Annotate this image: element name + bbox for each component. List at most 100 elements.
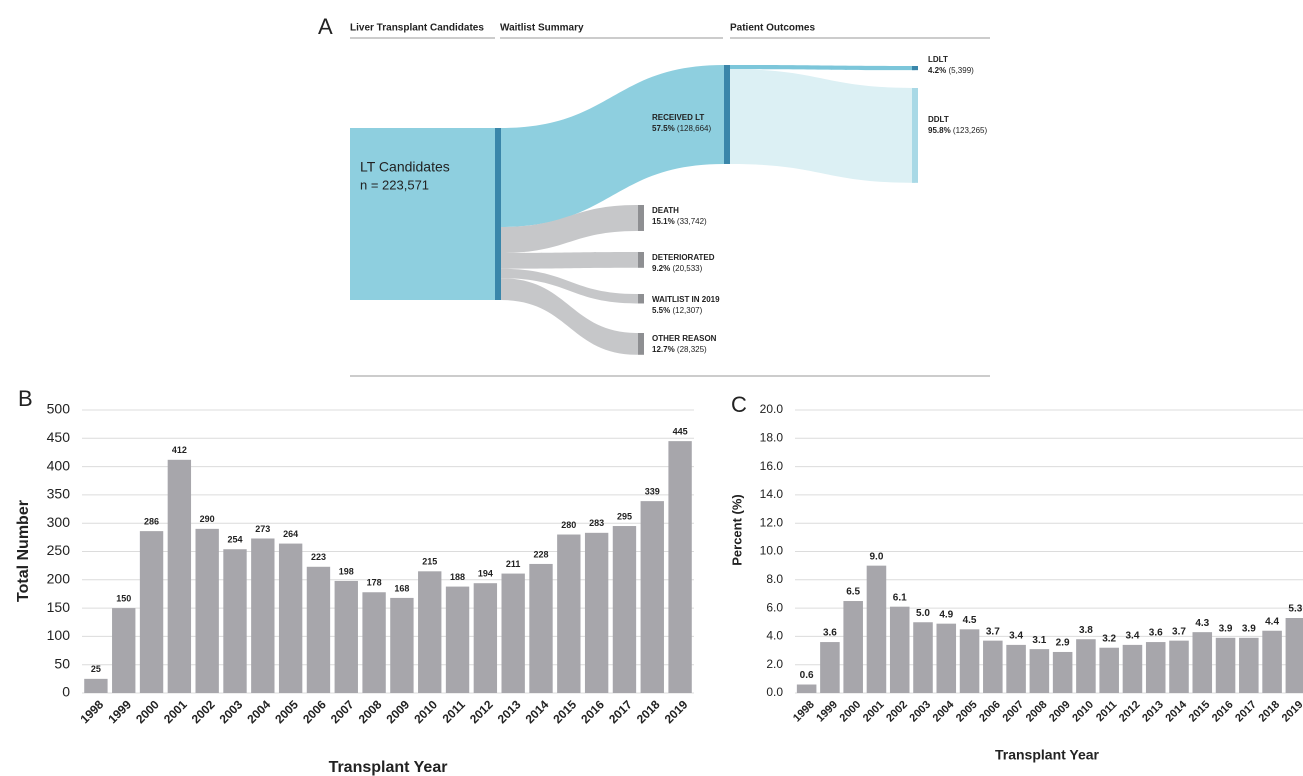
node-value: 95.8% (123,265) xyxy=(928,126,988,135)
bar xyxy=(251,538,275,693)
bar xyxy=(195,528,219,693)
target-node xyxy=(724,65,730,164)
x-tick-label: 2005 xyxy=(272,697,301,726)
x-axis-label: Transplant Year xyxy=(995,747,1100,763)
flow-link xyxy=(730,69,915,183)
node-name: RECEIVED LT xyxy=(652,113,704,122)
outcome-node xyxy=(912,88,918,183)
bar xyxy=(959,629,980,693)
value-label: 3.8 xyxy=(1079,625,1093,636)
x-tick-label: 2012 xyxy=(1117,699,1143,725)
bar xyxy=(1145,642,1166,693)
bar xyxy=(1215,637,1236,693)
value-label: 9.0 xyxy=(870,551,884,562)
source-node-bar xyxy=(495,128,501,300)
y-tick-label: 2.0 xyxy=(766,657,783,671)
node-count: (28,325) xyxy=(677,345,707,354)
x-tick-label: 2005 xyxy=(954,699,980,725)
x-tick-label: 2015 xyxy=(550,697,579,726)
bar xyxy=(983,640,1003,693)
bar xyxy=(936,623,957,693)
value-label: 215 xyxy=(422,557,437,567)
bar xyxy=(1192,632,1213,693)
bar xyxy=(640,501,664,693)
value-label: 295 xyxy=(617,511,632,521)
column-header: Patient Outcomes xyxy=(730,23,815,34)
y-tick-label: 8.0 xyxy=(766,572,783,586)
node-value: 5.5% (12,307) xyxy=(652,306,703,315)
node-value: 57.5% (128,664) xyxy=(652,124,712,133)
x-tick-label: 2019 xyxy=(1280,699,1303,725)
bar xyxy=(889,606,910,693)
bar xyxy=(1029,649,1050,693)
value-label: 3.9 xyxy=(1242,623,1256,634)
y-tick-label: 20.0 xyxy=(760,402,784,416)
value-label: 4.3 xyxy=(1195,618,1209,629)
y-tick-label: 6.0 xyxy=(766,600,783,614)
value-label: 5.0 xyxy=(916,608,930,619)
value-label: 286 xyxy=(144,516,159,526)
panel-label: A xyxy=(318,14,333,39)
value-label: 4.9 xyxy=(939,609,953,620)
bar xyxy=(612,526,637,693)
y-tick-label: 150 xyxy=(47,599,71,615)
x-tick-label: 2016 xyxy=(1210,699,1236,725)
node-percent: 12.7% xyxy=(652,345,675,354)
bar xyxy=(866,565,887,693)
x-tick-label: 2019 xyxy=(662,697,691,726)
x-tick-label: 2014 xyxy=(1163,698,1189,724)
value-label: 6.5 xyxy=(846,587,860,598)
y-tick-label: 50 xyxy=(54,655,70,671)
bar xyxy=(501,573,525,693)
x-tick-label: 2000 xyxy=(838,699,864,725)
x-tick-label: 2017 xyxy=(1233,699,1259,725)
x-tick-label: 1999 xyxy=(105,697,134,726)
flow-link xyxy=(501,252,638,269)
node-value: 12.7% (28,325) xyxy=(652,345,707,354)
x-tick-label: 2018 xyxy=(1256,699,1282,725)
x-tick-label: 2013 xyxy=(1140,699,1166,725)
node-name: OTHER REASON xyxy=(652,334,717,343)
value-label: 254 xyxy=(227,535,242,545)
target-node xyxy=(638,205,644,231)
y-tick-label: 350 xyxy=(47,486,71,502)
node-percent: 9.2% xyxy=(652,264,670,273)
x-tick-label: 2016 xyxy=(578,697,607,726)
y-tick-label: 12.0 xyxy=(760,515,784,529)
x-tick-label: 2008 xyxy=(1024,699,1050,725)
bar xyxy=(796,684,817,693)
column-header: Liver Transplant Candidates xyxy=(350,23,484,34)
x-tick-label: 2018 xyxy=(634,697,663,726)
y-tick-label: 0.0 xyxy=(766,685,783,699)
node-value: 15.1% (33,742) xyxy=(652,217,707,226)
value-label: 445 xyxy=(673,427,688,437)
y-tick-label: 450 xyxy=(47,429,71,445)
y-tick-label: 200 xyxy=(47,571,71,587)
source-name: LT Candidates xyxy=(360,159,450,175)
bar xyxy=(1099,647,1119,693)
flow-link xyxy=(501,278,638,355)
x-tick-label: 2007 xyxy=(1000,699,1026,725)
x-tick-label: 2004 xyxy=(244,697,273,726)
value-label: 290 xyxy=(200,514,215,524)
value-label: 3.6 xyxy=(1149,628,1163,639)
bar xyxy=(1076,639,1096,693)
flow-link xyxy=(730,65,915,71)
bar xyxy=(557,534,581,693)
x-tick-label: 2010 xyxy=(411,697,440,726)
flow-link xyxy=(501,268,638,304)
target-node xyxy=(638,252,644,268)
bar xyxy=(529,563,553,693)
value-label: 3.7 xyxy=(986,626,1000,637)
node-count: (12,307) xyxy=(672,306,702,315)
bar xyxy=(84,678,108,693)
bar xyxy=(334,580,358,693)
x-tick-label: 1998 xyxy=(77,697,106,726)
x-tick-label: 2008 xyxy=(356,697,385,726)
y-tick-label: 14.0 xyxy=(760,487,784,501)
bar xyxy=(1262,630,1282,693)
y-axis-label: Total Number xyxy=(15,500,32,602)
x-tick-label: 2013 xyxy=(495,697,524,726)
